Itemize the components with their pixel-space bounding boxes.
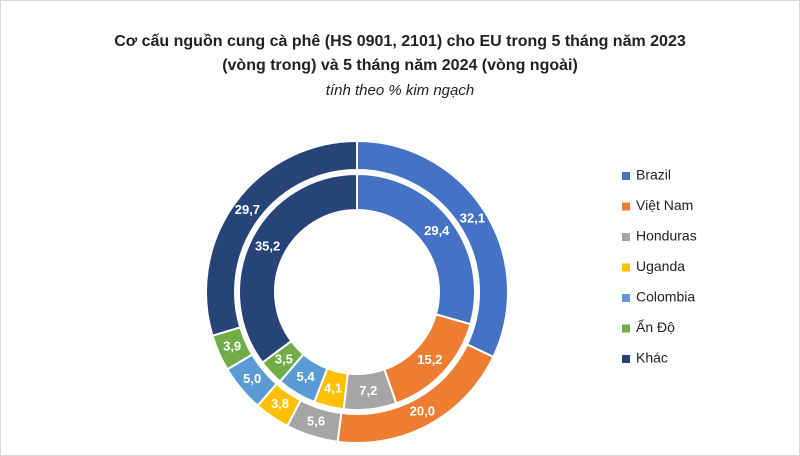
data-label: 32,1 bbox=[460, 211, 485, 226]
legend-label: Brazil bbox=[636, 167, 671, 183]
data-label: 5,4 bbox=[297, 369, 316, 384]
legend-label: Colombia bbox=[636, 289, 695, 305]
data-label: 3,9 bbox=[223, 339, 241, 354]
legend-label: Việt Nam bbox=[636, 197, 693, 213]
data-label: 5,6 bbox=[307, 414, 325, 429]
data-label: 15,2 bbox=[417, 352, 442, 367]
chart-title: Cơ cấu nguồn cung cà phê (HS 0901, 2101)… bbox=[114, 33, 686, 50]
legend-label: Ấn Độ bbox=[636, 319, 675, 335]
chart-subtitle: tính theo % kim ngạch bbox=[326, 82, 474, 99]
legend-swatch bbox=[622, 294, 630, 302]
legend-swatch bbox=[622, 233, 630, 241]
legend-swatch bbox=[622, 324, 630, 333]
donut-segment bbox=[205, 139, 358, 337]
legend-swatch bbox=[622, 355, 630, 363]
legend-swatch bbox=[622, 263, 630, 272]
data-label: 29,4 bbox=[424, 223, 450, 238]
legend-label: Honduras bbox=[636, 228, 697, 244]
legend-swatch bbox=[622, 202, 630, 211]
chart-title: (vòng trong) và 5 tháng năm 2024 (vòng n… bbox=[222, 57, 578, 74]
legend-label: Khác bbox=[636, 350, 668, 366]
data-label: 29,7 bbox=[235, 202, 260, 217]
data-label: 4,1 bbox=[324, 381, 342, 396]
data-label: 20,0 bbox=[410, 403, 435, 418]
donut-segment bbox=[238, 172, 358, 364]
data-label: 35,2 bbox=[255, 239, 280, 254]
legend-label: Uganda bbox=[636, 258, 685, 274]
data-label: 3,8 bbox=[271, 396, 289, 411]
legend-swatch bbox=[622, 172, 630, 180]
data-label: 3,5 bbox=[275, 352, 293, 367]
data-label: 7,2 bbox=[359, 383, 377, 398]
data-label: 5,0 bbox=[243, 371, 261, 386]
